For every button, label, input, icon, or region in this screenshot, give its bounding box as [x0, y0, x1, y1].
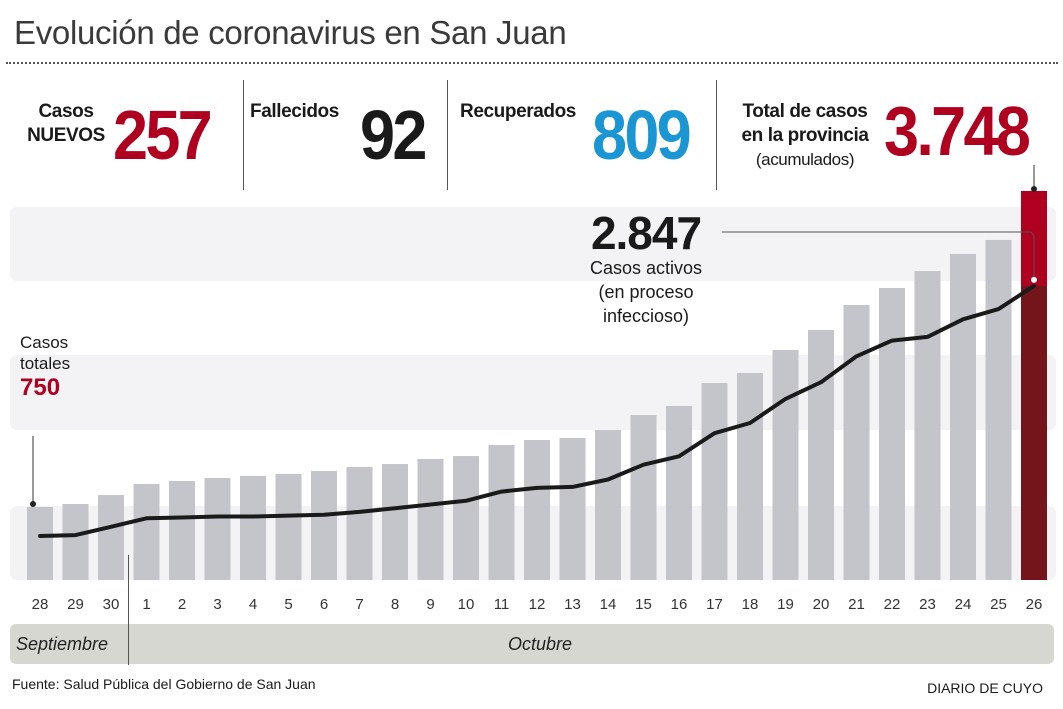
bar: [666, 405, 692, 580]
x-tick-label: 14: [600, 596, 617, 613]
source-note: Fuente: Salud Pública del Gobierno de Sa…: [12, 676, 316, 692]
bar: [488, 444, 515, 580]
bar: [417, 458, 444, 580]
x-tick-label: 8: [391, 596, 399, 613]
start-annotation-line1: Casos: [20, 333, 69, 352]
bar: [382, 464, 408, 580]
bar: [27, 506, 53, 580]
bar: [985, 239, 1012, 580]
x-tick-label: 16: [671, 596, 688, 613]
x-tick-label: 12: [529, 596, 546, 613]
bar: [524, 440, 550, 580]
start-leader-dot: [30, 501, 36, 507]
stat-divider: [243, 80, 244, 190]
bar: [240, 475, 266, 580]
x-tick-label: 17: [706, 596, 723, 613]
total-cases-value: 3.748: [884, 92, 1031, 170]
new-cases-label-line1: Casos: [38, 101, 94, 122]
total-label-line1: Total de casos: [742, 101, 868, 122]
x-tick-label: 2: [178, 596, 186, 613]
total-leader-dot: [1031, 186, 1037, 192]
bar: [275, 473, 302, 580]
x-tick-label: 11: [494, 596, 510, 613]
x-tick-label: 30: [103, 596, 120, 613]
active-leader-line: [722, 231, 1035, 280]
x-tick-label: 29: [67, 596, 84, 613]
x-tick-label: 10: [458, 596, 475, 613]
active-annotation-line3: infeccioso): [602, 306, 690, 326]
x-tick-label: 6: [320, 596, 328, 613]
x-tick-label: 5: [284, 596, 292, 613]
total-cases-label: Total de casos en la provincia (acumulad…: [730, 100, 880, 172]
x-tick-label: 18: [742, 596, 759, 613]
bar: [595, 429, 621, 580]
background-band: [10, 207, 1056, 281]
bar: [772, 349, 799, 580]
bar: [453, 456, 479, 580]
month-october: Octubre: [508, 634, 573, 654]
x-tick-label: 22: [884, 596, 901, 613]
x-tick-label: 28: [32, 596, 49, 613]
brand-label: DIARIO DE CUYO: [927, 680, 1043, 696]
stat-divider: [447, 80, 448, 190]
bar: [737, 372, 763, 580]
start-annotation: Casos totales 750: [20, 332, 70, 402]
bar: [914, 271, 941, 580]
bar: [169, 481, 195, 580]
bar: [843, 304, 870, 580]
x-tick-label: 9: [426, 596, 434, 613]
start-annotation-value: 750: [20, 374, 61, 401]
x-tick-label: 3: [213, 596, 221, 613]
active-annotation: 2.847 Casos activos (en proceso infeccio…: [566, 210, 726, 328]
new-cases-value: 257: [113, 96, 213, 174]
x-tick-label: 23: [919, 596, 936, 613]
new-cases-label-line2: NUEVOS: [27, 125, 105, 146]
month-divider: [128, 555, 129, 665]
active-leader-dot: [1031, 276, 1037, 283]
x-tick-label: 19: [777, 596, 794, 613]
bar: [311, 471, 337, 580]
x-tick-label: 15: [635, 596, 652, 613]
month-strip: [10, 624, 1054, 664]
month-september: Septiembre: [16, 634, 109, 654]
bar: [98, 495, 124, 580]
start-annotation-line2: totales: [20, 354, 71, 373]
page-title: Evolución de coronavirus en San Juan: [14, 14, 567, 51]
active-annotation-line2: (en proceso: [598, 282, 694, 302]
x-tick-label: 25: [990, 596, 1007, 613]
bar: [346, 466, 373, 580]
bar: [62, 503, 89, 580]
deaths-label: Fallecidos: [250, 101, 339, 122]
x-tick-label: 20: [813, 596, 830, 613]
active-annotation-value: 2.847: [590, 207, 702, 259]
total-label-note: (acumulados): [755, 150, 855, 169]
x-tick-label: 24: [955, 596, 972, 613]
bar: [630, 415, 657, 580]
total-label-line2: en la provincia: [741, 125, 869, 146]
bar: [808, 329, 834, 580]
bar: [133, 483, 160, 580]
stat-divider: [716, 80, 717, 190]
bar: [701, 382, 728, 580]
bar-active-highlight: [1021, 285, 1047, 580]
new-cases-label: Casos NUEVOS: [26, 100, 106, 148]
active-annotation-line1: Casos activos: [589, 258, 703, 278]
x-tick-label: 13: [564, 596, 581, 613]
bar: [950, 253, 976, 581]
x-tick-label: 4: [249, 596, 257, 613]
recovered-label: Recuperados: [460, 101, 576, 122]
recovered-value: 809: [592, 96, 692, 174]
bar: [559, 438, 586, 580]
deaths-value: 92: [360, 96, 427, 174]
bar: [204, 477, 231, 580]
title-divider: [6, 62, 1058, 64]
bar: [879, 288, 905, 580]
x-tick-label: 1: [142, 596, 150, 613]
x-tick-label: 26: [1026, 596, 1043, 613]
x-tick-label: 21: [848, 596, 865, 613]
x-tick-label: 7: [355, 596, 363, 613]
